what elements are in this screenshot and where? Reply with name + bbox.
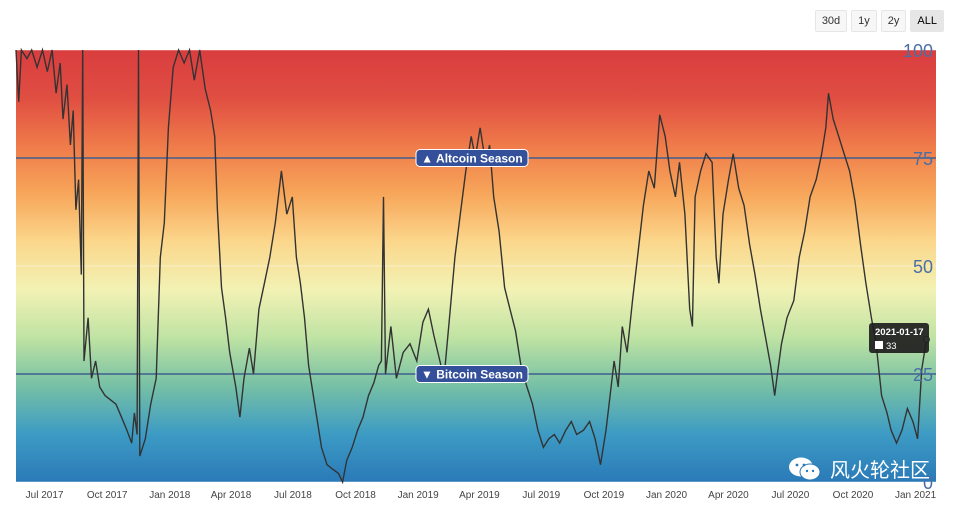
x-tick-label: Jan 2021	[895, 490, 937, 501]
tooltip-value: 33	[886, 341, 897, 352]
x-tick-label: Oct 2020	[833, 490, 874, 501]
x-tick-label: Jul 2020	[771, 490, 809, 501]
x-tick-label: Jul 2018	[274, 490, 312, 501]
y-axis-ticks: 100 75 50 25 0	[903, 41, 933, 493]
tooltip-date: 2021-01-17	[875, 327, 924, 338]
range-2y-button[interactable]: 2y	[880, 10, 907, 32]
x-axis-ticks: Jul 2017 Oct 2017 Jan 2018 Apr 2018 Jul 2018…	[26, 490, 937, 501]
y-tick-label: 25	[913, 365, 933, 385]
y-tick-label: 0	[923, 473, 933, 493]
reference-label-text: ▲ Altcoin Season	[421, 152, 522, 166]
range-all-button[interactable]: ALL	[910, 10, 944, 32]
range-30d-button[interactable]: 30d	[814, 10, 848, 32]
x-tick-label: Apr 2018	[211, 490, 252, 501]
index-series-line	[15, 47, 928, 485]
wechat-icon	[789, 457, 821, 480]
x-tick-label: Jul 2019	[522, 490, 560, 501]
x-tick-label: Apr 2020	[708, 490, 749, 501]
tooltip-box	[869, 323, 929, 353]
tooltip: 2021-01-17 33	[869, 323, 930, 353]
watermark: 风火轮社区	[788, 454, 930, 483]
tooltip-swatch	[875, 341, 883, 349]
y-tick-label: 100	[903, 41, 933, 61]
reference-label-box	[415, 365, 529, 383]
x-tick-label: Jul 2017	[26, 490, 64, 501]
reference-label-box	[415, 149, 529, 167]
x-tick-label: Jan 2020	[646, 490, 688, 501]
range-selector: 30d 1y 2y ALL	[814, 10, 944, 32]
x-tick-label: Oct 2018	[335, 490, 376, 501]
x-tick-label: Oct 2019	[584, 490, 625, 501]
reference-label-text: ▼ Bitcoin Season	[421, 368, 523, 382]
y-tick-label: 75	[913, 149, 933, 169]
watermark-text: 风火轮社区	[830, 460, 930, 482]
x-tick-label: Oct 2017	[87, 490, 128, 501]
x-tick-label: Jan 2019	[398, 490, 440, 501]
y-tick-label: 50	[913, 257, 933, 277]
range-1y-button[interactable]: 1y	[851, 10, 877, 32]
x-tick-label: Apr 2019	[459, 490, 500, 501]
x-tick-label: Jan 2018	[149, 490, 191, 501]
reference-labels: ▲ Altcoin Season ▼ Bitcoin Season	[415, 149, 529, 383]
